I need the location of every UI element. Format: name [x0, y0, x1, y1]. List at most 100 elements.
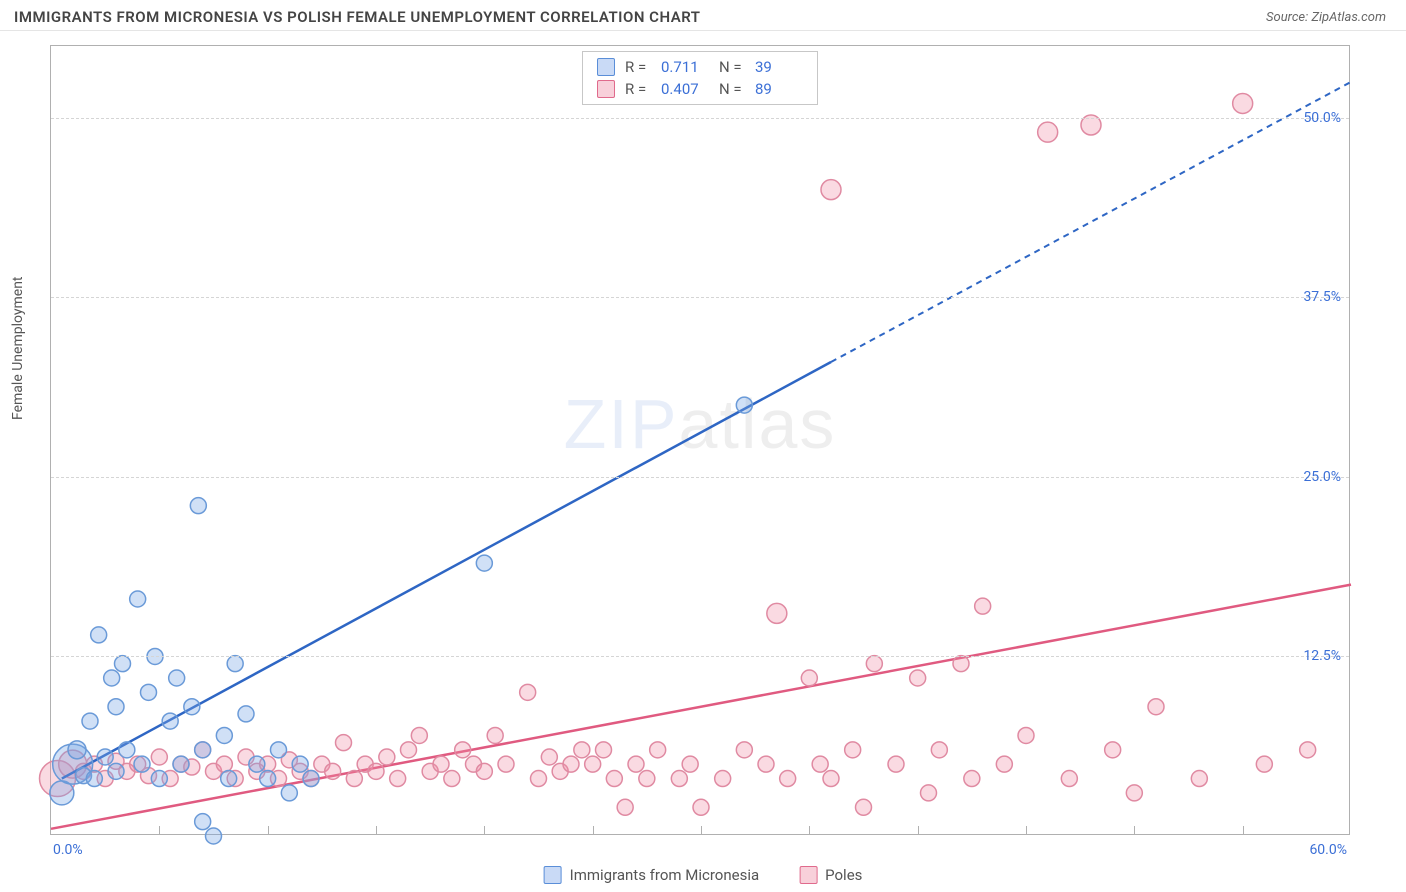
chart-plot-area: ZIPatlas R = 0.711 N = 39 R = 0.407 N = … — [50, 45, 1350, 835]
data-point — [845, 742, 861, 758]
data-point — [476, 763, 492, 779]
y-tick-label: 12.5% — [1303, 648, 1341, 664]
data-point — [444, 771, 460, 787]
stats-row-series-2: R = 0.407 N = 89 — [597, 78, 803, 100]
data-point — [541, 749, 557, 765]
data-point — [390, 771, 406, 787]
gridline — [51, 477, 1349, 478]
data-point — [563, 756, 579, 772]
source-attribution: Source: ZipAtlas.com — [1266, 10, 1386, 25]
data-point — [823, 771, 839, 787]
data-point — [221, 771, 237, 787]
scatter-plot-svg — [51, 46, 1349, 834]
data-point — [195, 742, 211, 758]
data-point — [866, 656, 882, 672]
data-point — [821, 180, 841, 200]
data-point — [650, 742, 666, 758]
gridline — [51, 656, 1349, 657]
data-point — [433, 756, 449, 772]
data-point — [227, 656, 243, 672]
data-point — [975, 598, 991, 614]
data-point — [162, 713, 178, 729]
data-point — [68, 741, 86, 759]
swatch-icon — [799, 866, 817, 884]
data-point — [1061, 771, 1077, 787]
x-tick-mark — [701, 826, 702, 834]
data-point — [216, 727, 232, 743]
y-tick-label: 50.0% — [1303, 110, 1341, 126]
data-point — [104, 670, 120, 686]
data-point — [303, 771, 319, 787]
data-point — [115, 656, 131, 672]
data-point — [281, 785, 297, 801]
stats-row-series-1: R = 0.711 N = 39 — [597, 56, 803, 78]
data-point — [1105, 742, 1121, 758]
data-point — [1233, 93, 1253, 113]
data-point — [736, 742, 752, 758]
data-point — [195, 814, 211, 830]
swatch-icon — [597, 80, 615, 98]
chart-title: IMMIGRANTS FROM MICRONESIA VS POLISH FEM… — [14, 8, 701, 26]
data-point — [455, 742, 471, 758]
x-tick-min: 0.0% — [53, 842, 83, 858]
data-point — [628, 756, 644, 772]
data-point — [780, 771, 796, 787]
data-point — [368, 763, 384, 779]
data-point — [671, 771, 687, 787]
data-point — [487, 727, 503, 743]
data-point — [953, 656, 969, 672]
x-tick-mark — [159, 826, 160, 834]
y-axis-label: Female Unemployment — [10, 276, 26, 420]
data-point — [336, 735, 352, 751]
x-tick-mark — [1026, 826, 1027, 834]
data-point — [325, 763, 341, 779]
data-point — [1256, 756, 1272, 772]
data-point — [91, 627, 107, 643]
x-tick-mark — [376, 826, 377, 834]
data-point — [812, 756, 828, 772]
bottom-legend: Immigrants from Micronesia Poles — [544, 866, 863, 884]
data-point — [888, 756, 904, 772]
data-point — [767, 603, 787, 623]
data-point — [292, 756, 308, 772]
data-point — [531, 771, 547, 787]
x-tick-max: 60.0% — [1309, 842, 1347, 858]
data-point — [693, 799, 709, 815]
data-point — [173, 756, 189, 772]
data-point — [617, 799, 633, 815]
data-point — [964, 771, 980, 787]
legend-item-poles: Poles — [799, 866, 862, 884]
data-point — [1148, 699, 1164, 715]
data-point — [758, 756, 774, 772]
data-point — [996, 756, 1012, 772]
data-point — [108, 763, 124, 779]
data-point — [190, 498, 206, 514]
data-point — [184, 699, 200, 715]
data-point — [206, 828, 222, 844]
data-point — [108, 699, 124, 715]
data-point — [1126, 785, 1142, 801]
data-point — [585, 756, 601, 772]
data-point — [249, 756, 265, 772]
data-point — [574, 742, 590, 758]
data-point — [715, 771, 731, 787]
data-point — [151, 749, 167, 765]
x-tick-mark — [809, 826, 810, 834]
data-point — [931, 742, 947, 758]
data-point — [82, 713, 98, 729]
data-point — [1018, 727, 1034, 743]
data-point — [238, 706, 254, 722]
gridline — [51, 118, 1349, 119]
data-point — [119, 742, 135, 758]
x-tick-mark — [1134, 826, 1135, 834]
data-point — [1300, 742, 1316, 758]
gridline — [51, 297, 1349, 298]
data-point — [520, 684, 536, 700]
data-point — [476, 555, 492, 571]
data-point — [801, 670, 817, 686]
data-point — [134, 756, 150, 772]
data-point — [216, 756, 232, 772]
x-tick-mark — [918, 826, 919, 834]
x-tick-mark — [484, 826, 485, 834]
data-point — [606, 771, 622, 787]
